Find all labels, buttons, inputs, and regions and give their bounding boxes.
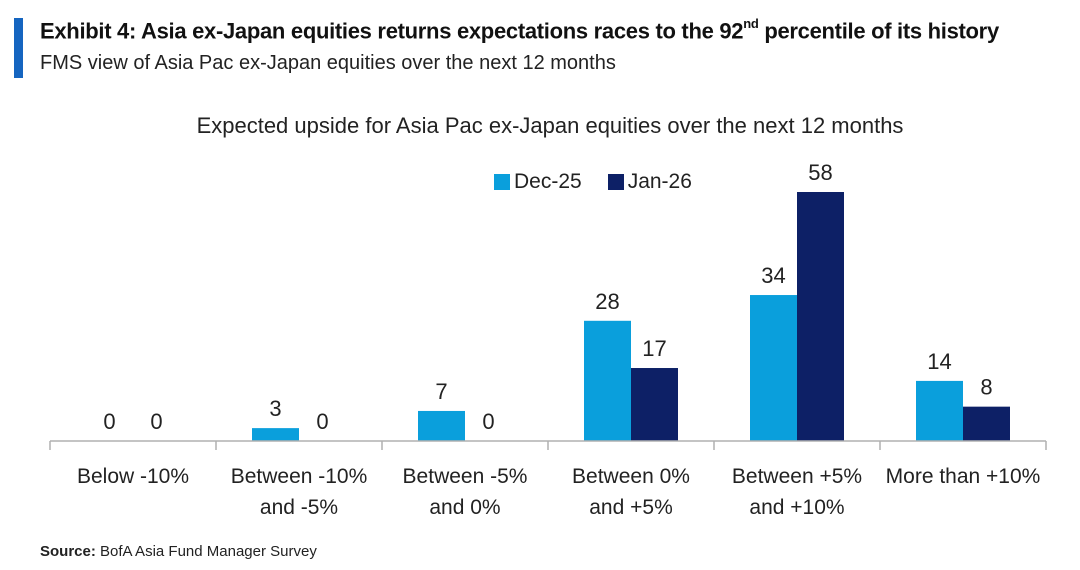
title-superscript: nd [743,16,759,31]
exhibit-subtitle: FMS view of Asia Pac ex-Japan equities o… [40,52,616,74]
data-label-dec25-0: 0 [103,409,115,434]
x-tick-label-1-0: Between -10% [231,465,368,488]
data-label-jan26-5: 8 [980,375,992,400]
legend-label-dec25: Dec-25 [514,170,582,193]
legend-swatch-dec25 [494,174,510,190]
bar-jan26-3 [631,368,678,441]
chart-legend: Dec-25 Jan-26 [494,170,718,194]
bar-dec25-3 [584,320,631,441]
exhibit-title: Exhibit 4: Asia ex-Japan equities return… [40,16,999,44]
data-label-dec25-3: 28 [595,289,619,314]
legend-item-dec25: Dec-25 [494,170,582,194]
x-tick-label-1-1: and -5% [260,496,338,519]
bar-dec25-1 [252,428,299,441]
data-label-jan26-1: 0 [316,409,328,434]
source-note: Source: BofA Asia Fund Manager Survey [40,543,317,560]
x-tick-label-2-0: Between -5% [403,465,528,488]
x-tick-label-5-0: More than +10% [886,465,1041,488]
accent-bar [14,18,23,78]
bar-jan26-5 [963,406,1010,441]
legend-swatch-jan26 [607,174,624,190]
data-label-dec25-5: 14 [927,349,951,374]
data-label-jan26-2: 0 [482,409,494,434]
x-tick-label-0-0: Below -10% [77,465,189,488]
data-label-jan26-4: 58 [808,160,832,185]
data-label-dec25-1: 3 [269,396,281,421]
data-label-jan26-3: 17 [642,336,666,361]
data-label-jan26-0: 0 [150,409,162,434]
data-label-dec25-4: 34 [761,263,785,288]
data-label-dec25-2: 7 [435,379,447,404]
bar-dec25-4 [750,295,797,441]
x-tick-label-4-0: Between +5% [732,465,862,488]
x-tick-label-4-1: and +10% [749,496,844,519]
chart-title: Expected upside for Asia Pac ex-Japan eq… [196,113,904,138]
legend-item-jan26: Jan-26 [607,170,692,194]
bar-dec25-5 [916,380,963,441]
bar-dec25-2 [418,410,465,441]
legend-label-jan26: Jan-26 [627,170,692,193]
x-tick-label-2-1: and 0% [429,496,500,519]
x-tick-label-3-1: and +5% [589,496,673,519]
bar-jan26-4 [797,192,844,441]
x-tick-label-3-0: Between 0% [572,465,690,488]
